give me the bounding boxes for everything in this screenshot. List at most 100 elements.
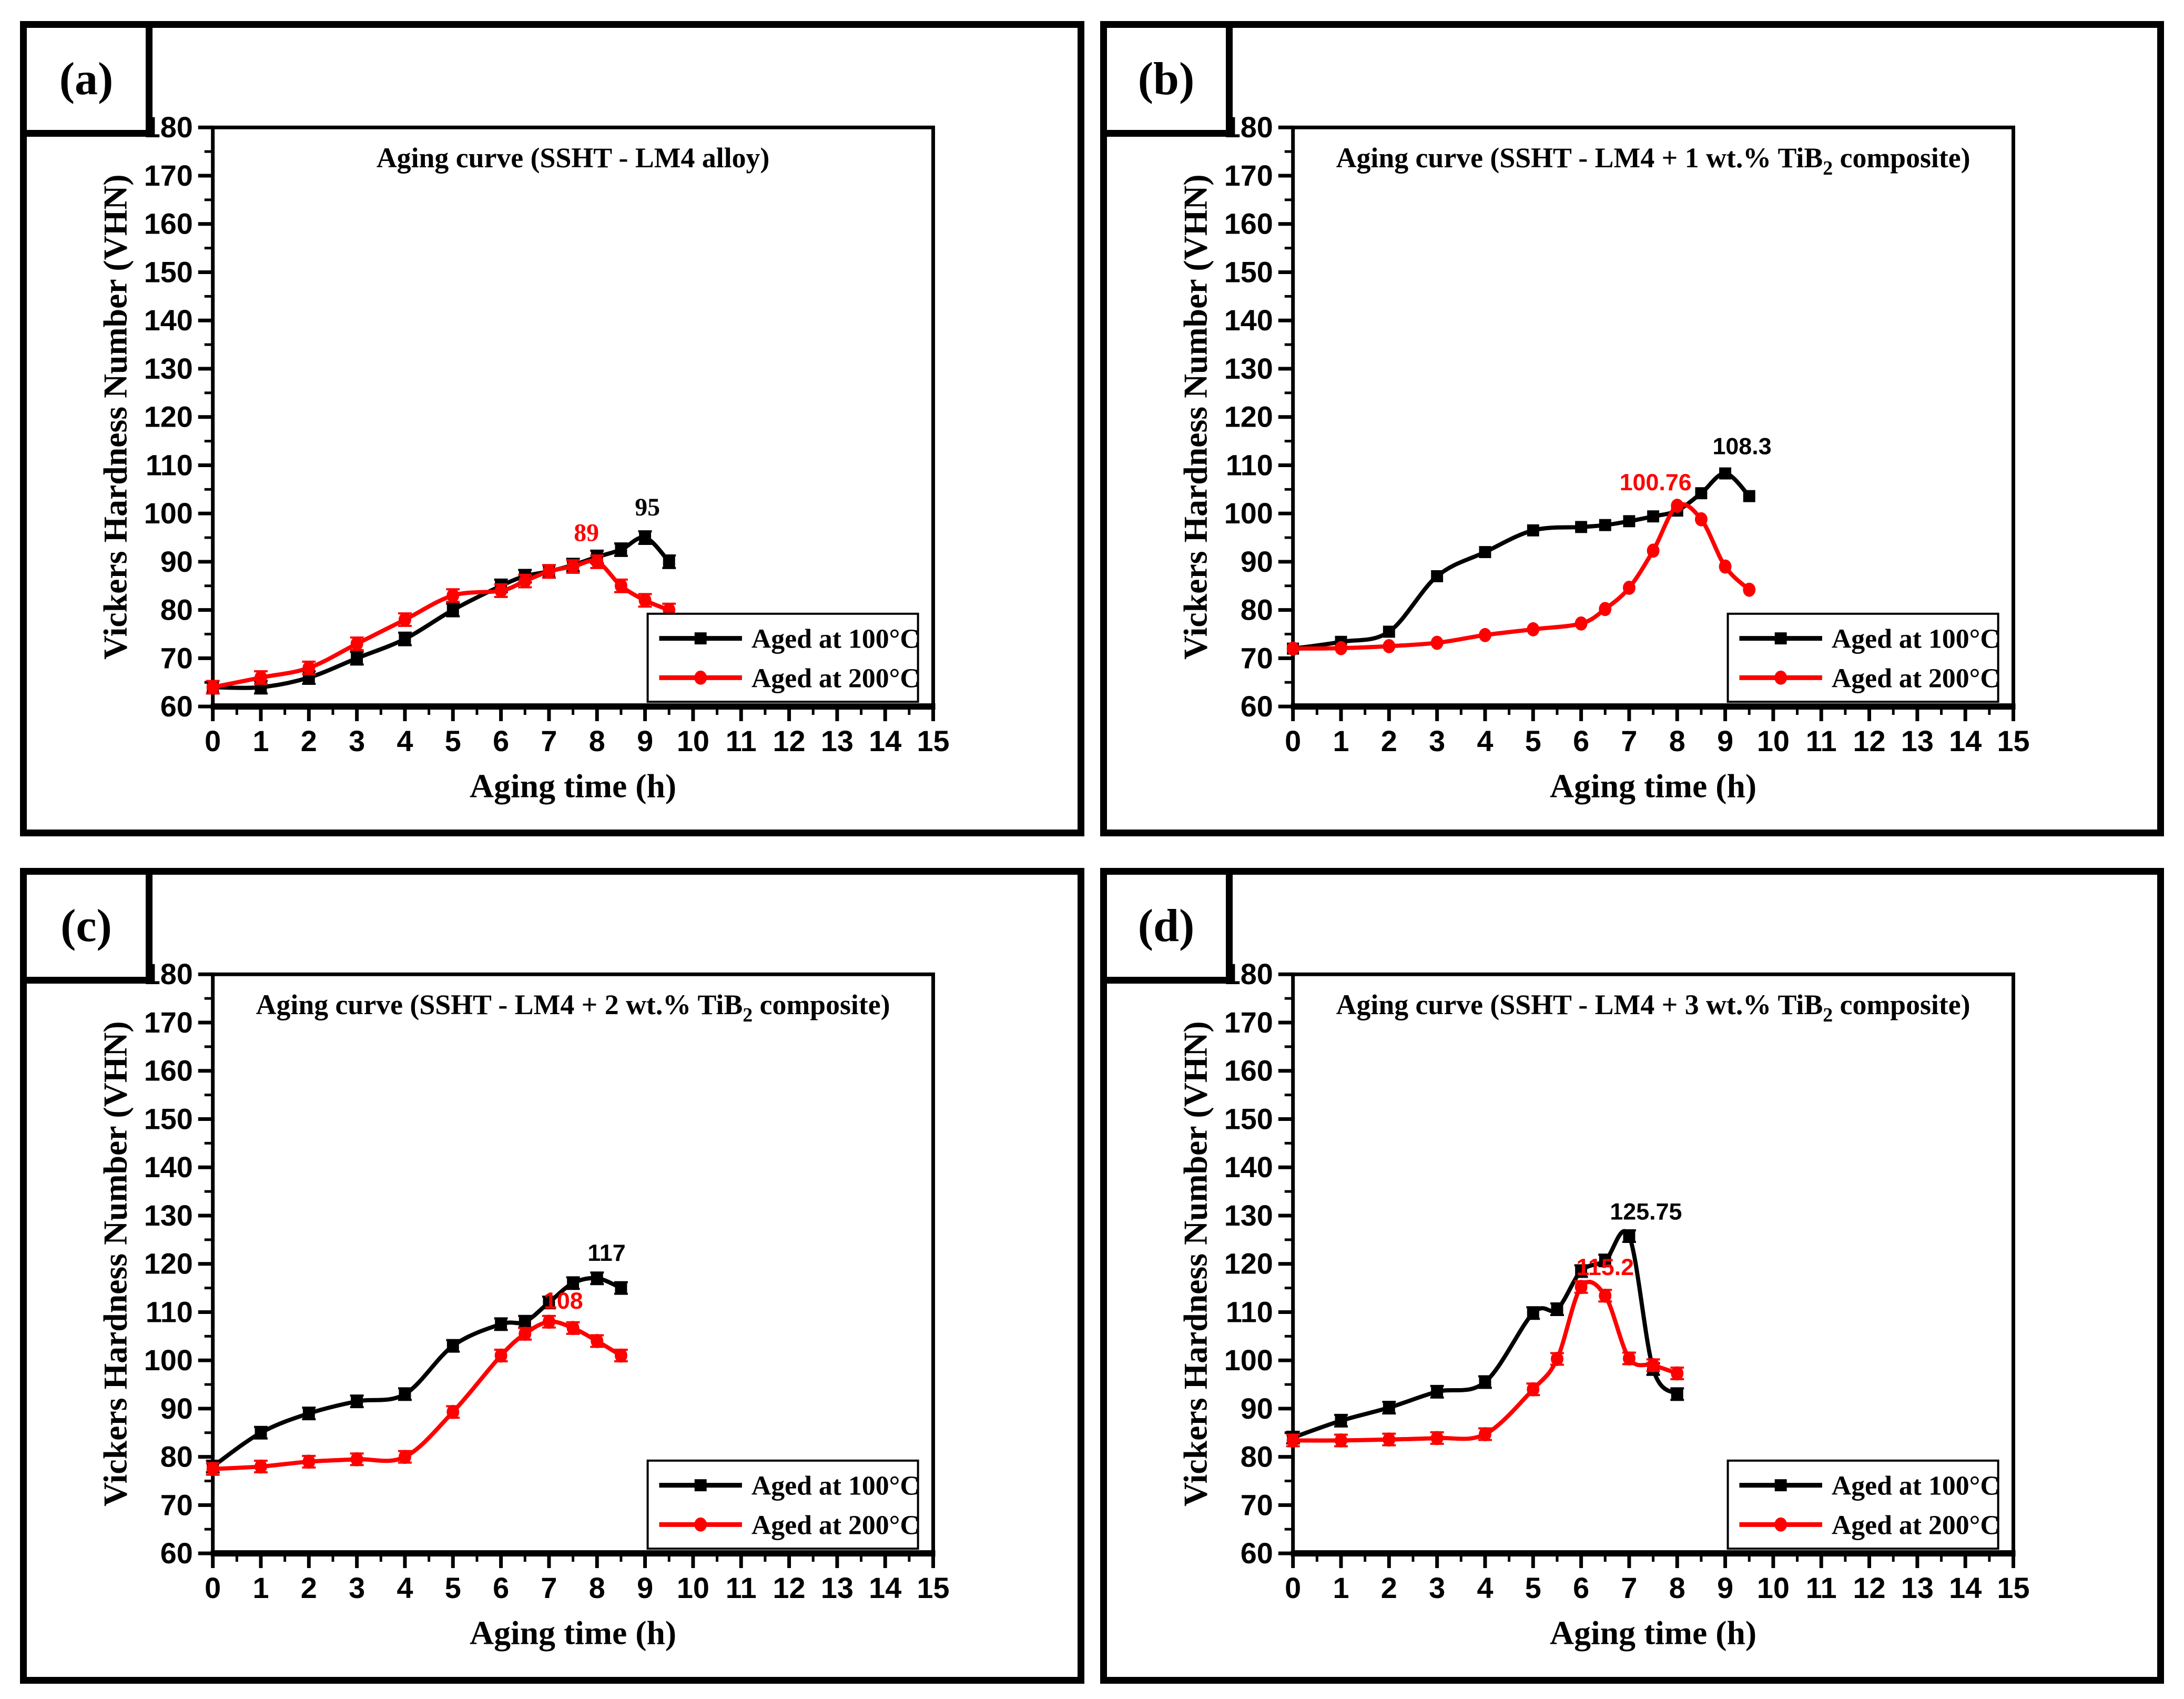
annotations-a: 95 89 xyxy=(574,493,660,547)
plot-frame-a xyxy=(210,125,936,710)
y-axis-title: Vickers Hardness Number (VHN) xyxy=(96,1022,134,1507)
svg-text:3: 3 xyxy=(349,1571,365,1604)
svg-text:10: 10 xyxy=(677,1571,709,1604)
svg-text:120: 120 xyxy=(1224,1247,1273,1280)
svg-text:14: 14 xyxy=(1949,1571,1982,1604)
panel-a: (a) 0 1 2 3 4 5 6 7 8 9 10 11 12 13 14 15 60 70 80 90 100 110… xyxy=(20,21,1084,837)
svg-text:140: 140 xyxy=(1224,304,1273,337)
svg-text:14: 14 xyxy=(869,724,901,757)
axis-ticks-d: 0 1 2 3 4 5 6 7 8 9 10 11 12 13 14 15607080901001101201… xyxy=(1224,957,2029,1604)
svg-text:8: 8 xyxy=(589,724,605,757)
svg-text:130: 130 xyxy=(144,1199,193,1232)
series-200c-c xyxy=(206,1314,628,1476)
peak-label: 89 xyxy=(574,519,599,547)
legend-b: Aged at 100°C Aged at 200°C xyxy=(1726,612,1999,703)
series-100c-d xyxy=(1286,1229,1684,1445)
svg-text:3: 3 xyxy=(1429,724,1445,757)
svg-text:70: 70 xyxy=(1240,641,1273,674)
legend-label: Aged at 100°C xyxy=(1831,1471,1999,1501)
peak-label: 115.2 xyxy=(1576,1253,1634,1280)
svg-text:7: 7 xyxy=(1621,1571,1637,1604)
svg-text:6: 6 xyxy=(1573,1571,1589,1604)
svg-text:9: 9 xyxy=(1717,1571,1733,1604)
svg-text:11: 11 xyxy=(1805,1571,1836,1604)
svg-text:10: 10 xyxy=(1756,724,1789,757)
svg-text:9: 9 xyxy=(637,1571,653,1604)
svg-text:5: 5 xyxy=(1525,1571,1541,1604)
svg-text:15: 15 xyxy=(1997,1571,2029,1604)
svg-text:6: 6 xyxy=(493,1571,509,1604)
svg-text:60: 60 xyxy=(1240,690,1273,723)
svg-text:100: 100 xyxy=(1224,1343,1273,1377)
svg-text:110: 110 xyxy=(1225,448,1273,481)
svg-text:3: 3 xyxy=(1429,1571,1445,1604)
svg-text:3: 3 xyxy=(349,724,365,757)
svg-text:4: 4 xyxy=(397,1571,413,1604)
svg-text:170: 170 xyxy=(1224,159,1273,192)
svg-text:5: 5 xyxy=(445,724,461,757)
svg-text:130: 130 xyxy=(144,352,193,385)
panel-letter-a: (a) xyxy=(20,21,153,137)
svg-text:60: 60 xyxy=(1240,1536,1273,1570)
svg-text:150: 150 xyxy=(1224,255,1273,288)
svg-text:12: 12 xyxy=(773,1571,806,1604)
aging-chart-d: 0 1 2 3 4 5 6 7 8 9 10 11 12 13 14 15607080901001101201… xyxy=(1176,957,2029,1652)
aging-chart-b: 0 1 2 3 4 5 6 7 8 9 10 11 12 13 14 15607080901001101201… xyxy=(1176,110,2029,804)
svg-text:110: 110 xyxy=(146,1296,193,1329)
legend-label: Aged at 200°C xyxy=(751,663,920,693)
svg-text:5: 5 xyxy=(445,1571,461,1604)
svg-text:15: 15 xyxy=(917,1571,950,1604)
svg-text:120: 120 xyxy=(144,1247,193,1280)
svg-text:110: 110 xyxy=(1225,1296,1273,1329)
aging-chart-c: 0 1 2 3 4 5 6 7 8 9 10 11 12 13 14 15607080901001101201… xyxy=(96,957,950,1652)
svg-text:60: 60 xyxy=(160,1536,193,1570)
svg-text:11: 11 xyxy=(726,724,757,757)
annotations-b: 108.3 100.76 xyxy=(1619,432,1771,495)
x-axis-title: Aging time (h) xyxy=(1550,767,1756,804)
svg-text:4: 4 xyxy=(1477,1571,1493,1604)
svg-text:10: 10 xyxy=(677,724,709,757)
svg-text:170: 170 xyxy=(144,1006,193,1039)
series-100c-c xyxy=(206,1271,628,1474)
svg-text:0: 0 xyxy=(1285,1571,1301,1604)
legend-label: Aged at 100°C xyxy=(751,624,920,654)
legend-a: Aged at 100°C Aged at 200°C xyxy=(646,612,920,703)
axis-titles-c: Aging time (h) Vickers Hardness Number (V… xyxy=(96,1022,676,1652)
svg-text:80: 80 xyxy=(1240,1440,1273,1473)
svg-text:170: 170 xyxy=(1224,1006,1273,1039)
axis-ticks-a: 0 1 2 3 4 5 6 7 8 9 10 11 12 13 14 15607080901001101201… xyxy=(144,110,950,757)
svg-text:13: 13 xyxy=(821,1571,854,1604)
svg-text:8: 8 xyxy=(589,1571,605,1604)
axis-ticks-c: 0 1 2 3 4 5 6 7 8 9 10 11 12 13 14 15607080901001101201… xyxy=(144,957,950,1604)
svg-text:14: 14 xyxy=(1949,724,1982,757)
axis-titles-b: Aging time (h) Vickers Hardness Number (V… xyxy=(1176,174,1756,804)
svg-text:80: 80 xyxy=(160,1440,193,1473)
svg-text:160: 160 xyxy=(144,1054,193,1087)
svg-text:150: 150 xyxy=(144,255,193,288)
series-200c-b xyxy=(1286,499,1755,656)
svg-text:90: 90 xyxy=(1240,1392,1273,1425)
svg-text:7: 7 xyxy=(541,724,557,757)
chart-title-c: Aging curve (SSHT - LM4 + 2 wt.% TiB2 co… xyxy=(256,989,890,1026)
svg-text:160: 160 xyxy=(1224,207,1273,240)
svg-text:13: 13 xyxy=(1901,724,1933,757)
svg-text:110: 110 xyxy=(146,448,193,481)
svg-text:4: 4 xyxy=(1477,724,1493,757)
y-axis-title: Vickers Hardness Number (VHN) xyxy=(1176,1022,1214,1507)
svg-text:120: 120 xyxy=(144,400,193,433)
panel-c: (c) 0 1 2 3 4 5 6 7 8 9 10 11 12 13 14 15 60 70 80 90 100 110… xyxy=(20,868,1084,1684)
axis-titles-d: Aging time (h) Vickers Hardness Number (V… xyxy=(1176,1022,1756,1652)
svg-text:1: 1 xyxy=(1333,1571,1349,1604)
series-200c-d xyxy=(1286,1280,1684,1448)
svg-text:140: 140 xyxy=(1224,1150,1273,1184)
svg-text:170: 170 xyxy=(144,159,193,192)
svg-text:70: 70 xyxy=(160,641,193,674)
x-axis-title: Aging time (h) xyxy=(470,767,676,804)
chart-title-a: Aging curve (SSHT - LM4 alloy) xyxy=(377,142,769,174)
svg-text:70: 70 xyxy=(1240,1489,1273,1522)
legend-label: Aged at 100°C xyxy=(1831,624,1999,654)
panel-letter-b-text: (b) xyxy=(1137,53,1195,105)
svg-text:12: 12 xyxy=(1853,724,1885,757)
